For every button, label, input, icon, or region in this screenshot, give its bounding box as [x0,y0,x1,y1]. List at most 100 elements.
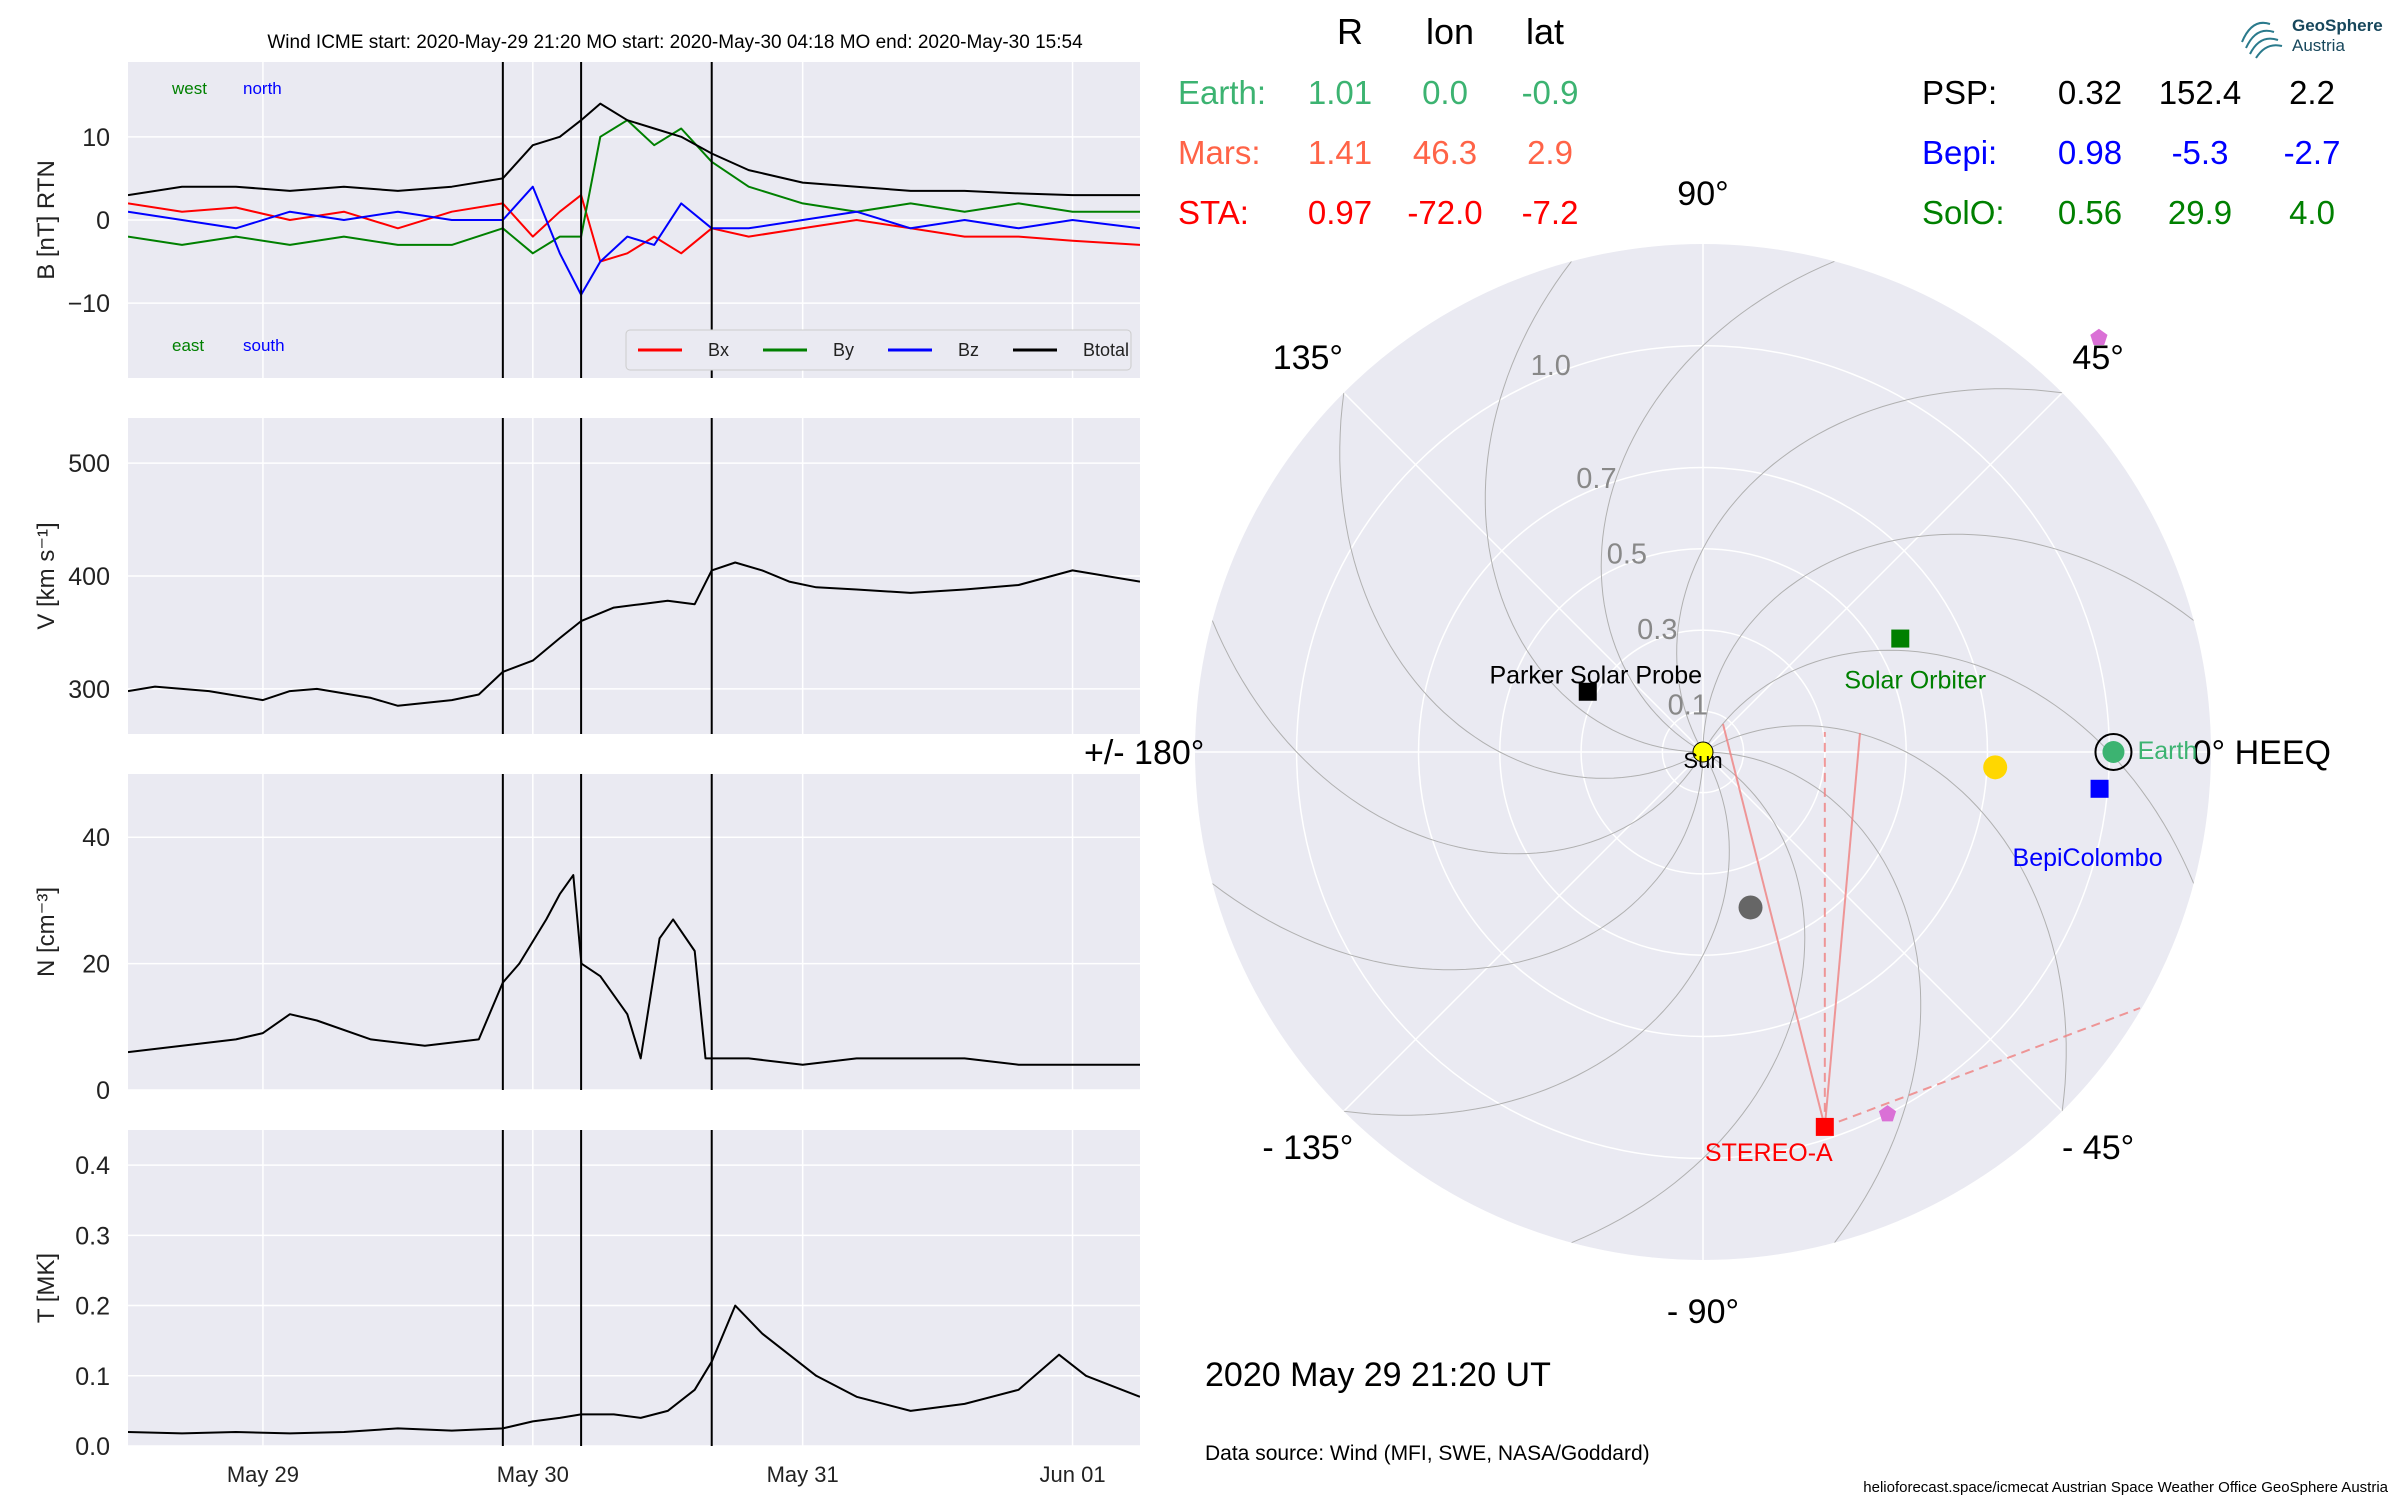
body-label: Earth [2138,737,2198,765]
row-lat: 4.0 [2289,194,2335,231]
body-circle [1983,755,2008,780]
polar-plot: 0.1 0.3 0.5 0.7 1.0 0° HEEQ 45° 90° 135° +/- 180°… [1084,175,2331,1331]
y-tick-label: 500 [68,450,110,478]
table-right-row: SolO: 0.56 29.9 4.0 [1922,194,2335,231]
x-tick-label: May 29 [227,1462,299,1487]
row-r: 0.32 [2058,74,2122,111]
series-line-btotal [128,102,1140,197]
table-left-row: Mars: 1.41 46.3 2.9 [1178,134,1573,171]
row-name: STA: [1178,194,1249,231]
planet-marker [1983,755,2008,780]
parker-spiral-line [1702,649,2195,884]
x-tick-label: Jun 01 [1040,1462,1106,1487]
earth-ring [2094,733,2133,771]
spacecraft-marker [1815,1117,1834,1136]
y-tick-label: 0.4 [75,1152,110,1180]
geosphere-logo-icon [2241,21,2283,59]
geosphere-logo: GeoSphere Austria [2236,12,2386,62]
row-r: 1.01 [1308,74,1372,111]
y-tick-label: 40 [82,824,110,852]
legend-label-by: By [833,340,854,360]
angular-gridline [1702,751,2063,1112]
parker-spiral-line [1702,533,2194,753]
row-lon: 152.4 [2159,74,2242,111]
row-lon: 29.9 [2168,194,2232,231]
legend-label-btotal: Btotal [1083,340,1129,360]
footer-credits: helioforecast.space/icmecat Austrian Spa… [1863,1479,2388,1496]
body-pentagon [2090,328,2108,345]
date-label: 2020 May 29 21:20 UT [1205,1356,1551,1394]
panel-background [128,774,1140,1090]
row-lat: 2.2 [2289,74,2335,111]
y-tick-label: 0.2 [75,1293,110,1321]
annotation-north: north [243,79,282,98]
y-tick-label: 0.0 [75,1433,110,1461]
x-tick-label: May 30 [497,1462,569,1487]
body-sun: Sun [1683,741,1723,773]
panel-4: 0.0 0.1 0.2 0.3 0.4 May 29 May 30 May 31 Jun 01 T… [33,1130,1140,1487]
body-parker-solar-probe: Parker Solar Probe [1489,662,1702,701]
y-axis-label: B [nT] RTN [33,160,60,280]
body-earth: Earth [2094,733,2198,771]
data-source: Data source: Wind (MFI, SWE, NASA/Goddar… [1205,1442,1650,1465]
y-tick-label: 0.1 [75,1363,110,1391]
series-line-bz [128,185,1140,296]
spacecraft-marker [2090,779,2109,798]
logo-line1: GeoSphere [2292,16,2383,35]
y-tick-label: 0 [96,1077,110,1105]
series-line-v [128,561,1140,707]
row-lat: 2.9 [1527,134,1573,171]
panel-3: 0 20 40 N [cm⁻³] [33,774,1140,1105]
y-tick-label: 0 [96,207,110,235]
pentagon-marker [1878,1105,1897,1122]
angle-label: +/- 180° [1084,734,1204,772]
y-tick-label: 400 [68,563,110,591]
row-lat: -2.7 [2284,134,2341,171]
y-axis-label: T [MK] [33,1253,60,1323]
row-name: Bepi: [1922,134,1997,171]
y-axis-label: V [km s⁻¹] [33,522,60,629]
y-tick-label: −10 [68,290,110,318]
angular-gridline [1343,392,1704,753]
parker-spiral-line [1211,620,1704,855]
x-tick-label: May 31 [767,1462,839,1487]
sun-marker [1692,741,1714,763]
row-lon: 0.0 [1422,74,1468,111]
table-right-row: PSP: 0.32 152.4 2.2 [1922,74,2335,111]
row-name: SolO: [1922,194,2005,231]
legend-box [625,329,1132,371]
annotation-east: east [172,336,204,355]
row-lon: -5.3 [2172,134,2229,171]
body-solar-orbiter: Solar Orbiter [1844,629,1986,695]
planet-marker [1738,895,1763,920]
angular-gridline [1702,392,2063,753]
parker-spiral-line [1600,260,1835,753]
series-line-by [128,119,1140,255]
y-tick-label: 10 [82,124,110,152]
parker-spiral-line [1676,388,2063,753]
parker-spiral-line [1702,725,2067,1112]
legend-label-bz: Bz [958,340,979,360]
parker-spiral-line [1571,751,1806,1244]
row-name: Mars: [1178,134,1261,171]
row-r: 0.98 [2058,134,2122,171]
angular-gridline [1343,751,1704,1112]
radial-tick-label: 0.1 [1668,689,1708,721]
spacecraft-marker [1891,629,1910,648]
table-column-header: lat [1526,11,1564,52]
row-r: 1.41 [1308,134,1372,171]
angle-label: - 45° [2062,1129,2134,1167]
figure-title: Wind ICME start: 2020-May-29 21:20 MO st… [267,32,1083,53]
row-lat: -0.9 [1522,74,1579,111]
radial-tick-label: 0.5 [1607,539,1647,571]
row-name: Earth: [1178,74,1266,111]
panel-2: 300 400 500 V [km s⁻¹] [33,418,1140,734]
y-axis-label: N [cm⁻³] [33,887,60,977]
y-tick-label: 300 [68,676,110,704]
angle-label: 45° [2072,339,2123,377]
y-tick-label: 20 [82,951,110,979]
series-line-bx [128,194,1140,263]
body-label: Solar Orbiter [1844,667,1986,695]
body-stereo-a: STEREO-A [1705,1117,1834,1167]
